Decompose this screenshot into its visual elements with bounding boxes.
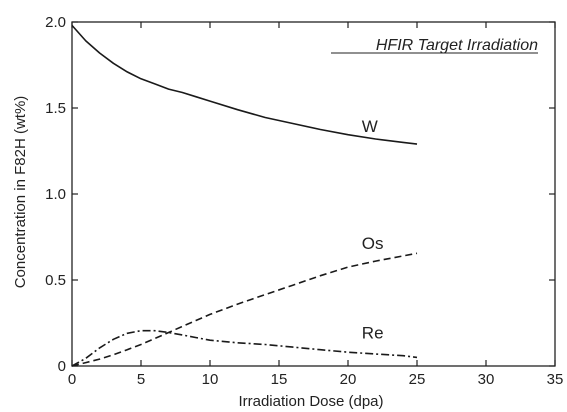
x-tick-label: 30 xyxy=(478,371,495,388)
x-tick-label: 25 xyxy=(409,371,426,388)
x-tick-label: 15 xyxy=(271,371,288,388)
series-label-w: W xyxy=(362,117,378,136)
y-tick-label: 2.0 xyxy=(45,14,66,31)
x-tick-label: 10 xyxy=(202,371,219,388)
x-tick-label: 35 xyxy=(547,371,564,388)
y-tick-label: 1.0 xyxy=(45,186,66,203)
annotation-text: HFIR Target Irradiation xyxy=(376,37,538,54)
series-line-re xyxy=(71,329,418,367)
y-axis-title: Concentration in F82H (wt%) xyxy=(12,96,29,289)
annotation: HFIR Target Irradiation xyxy=(331,37,538,54)
x-tick-label: 20 xyxy=(340,371,357,388)
series-lines xyxy=(71,24,418,367)
series-line-os xyxy=(71,252,418,367)
x-axis-title: Irradiation Dose (dpa) xyxy=(238,393,383,410)
series-labels: W Os Re xyxy=(362,117,384,342)
axes xyxy=(71,21,556,367)
x-tick-label: 0 xyxy=(68,371,76,388)
y-tick-label: 0 xyxy=(58,358,66,375)
y-tick-label: 0.5 xyxy=(45,272,66,289)
ticks: 0 5 10 15 20 25 30 35 0 0.5 1.0 1.5 2.0 xyxy=(45,14,563,388)
series-label-re: Re xyxy=(362,323,384,342)
plot-frame xyxy=(71,21,556,367)
x-tick-label: 5 xyxy=(137,371,145,388)
series-line-w xyxy=(71,24,418,145)
y-tick-label: 1.5 xyxy=(45,100,66,117)
series-label-os: Os xyxy=(362,234,384,253)
